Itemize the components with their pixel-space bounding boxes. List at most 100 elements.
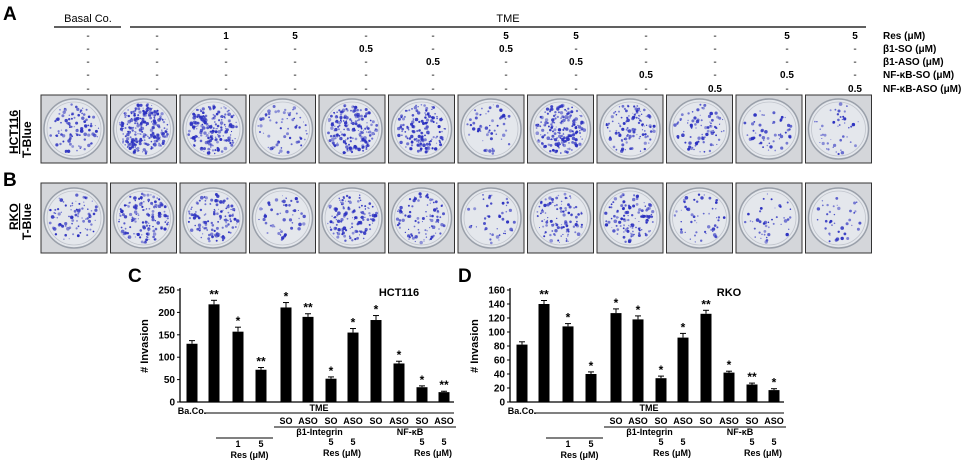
y-tick-label: 140 xyxy=(488,300,505,311)
dish-image xyxy=(110,94,177,164)
bar xyxy=(438,392,450,402)
table-cell: 0.5 xyxy=(708,84,722,95)
bar xyxy=(655,378,667,402)
chart-title: RKO xyxy=(717,287,742,299)
table-cell: - xyxy=(155,84,158,95)
table-cell: - xyxy=(504,84,507,95)
bar xyxy=(255,369,267,402)
table-cell: 0.5 xyxy=(499,44,513,55)
x-label-res-unit: Res (μM) xyxy=(653,448,691,458)
table-cell: - xyxy=(293,70,296,81)
table-cell: - xyxy=(713,44,716,55)
x-label-integrin: β1-Integrin xyxy=(626,427,673,437)
table-cell: 1 xyxy=(223,31,229,42)
y-tick-label: 100 xyxy=(158,353,175,364)
significance-mark: * xyxy=(397,348,402,362)
dish-image xyxy=(179,182,247,254)
table-cell: - xyxy=(293,57,296,68)
table-cell: - xyxy=(574,84,577,95)
table-cell: - xyxy=(86,31,89,42)
table-cell: - xyxy=(155,31,158,42)
table-cell: 5 xyxy=(503,31,509,42)
y-tick-label: 40 xyxy=(494,370,506,381)
table-cell: - xyxy=(853,70,856,81)
significance-mark: * xyxy=(727,358,732,372)
y-tick-label: 0 xyxy=(499,398,505,409)
table-cell: - xyxy=(431,44,434,55)
x-label-res-unit: Res (μM) xyxy=(323,448,361,458)
bar xyxy=(632,319,644,402)
y-tick-label: 150 xyxy=(158,330,175,341)
hct116-row-label: HCT116 T-Blue xyxy=(7,110,34,158)
table-cell: - xyxy=(574,44,577,55)
bar xyxy=(280,307,292,402)
table-cell: - xyxy=(644,44,647,55)
bar xyxy=(416,387,428,402)
x-label-res5: 5 xyxy=(419,437,424,447)
dish-image xyxy=(735,94,803,164)
significance-mark: ** xyxy=(539,288,549,302)
significance-mark: ** xyxy=(747,370,757,384)
table-cell: - xyxy=(713,57,716,68)
dish-image xyxy=(527,182,594,254)
table-cell: - xyxy=(644,84,647,95)
table-cell: - xyxy=(644,31,647,42)
significance-mark: * xyxy=(772,376,777,390)
table-cell: - xyxy=(155,57,158,68)
x-label-so: SO xyxy=(745,416,758,426)
dish-image xyxy=(457,182,525,254)
x-label-res5: 5 xyxy=(680,437,685,447)
bar xyxy=(700,313,712,402)
table-cell: - xyxy=(293,44,296,55)
x-label-res5: 5 xyxy=(328,437,333,447)
table-cell: - xyxy=(155,70,158,81)
rko-label: RKO xyxy=(7,203,21,230)
table-cell: - xyxy=(86,44,89,55)
dish-image xyxy=(457,94,525,164)
dish-image xyxy=(805,182,872,254)
tme-label: TME xyxy=(496,13,519,25)
table-cell: 0.5 xyxy=(848,84,862,95)
dish-image xyxy=(179,94,247,164)
table-cell: - xyxy=(431,70,434,81)
tblue-label-2: T-Blue xyxy=(20,203,34,240)
bar xyxy=(768,390,780,402)
table-cell: - xyxy=(86,57,89,68)
significance-mark: * xyxy=(236,314,241,328)
table-cell: - xyxy=(364,31,367,42)
dish-image xyxy=(110,182,177,254)
x-label-aso: ASO xyxy=(389,416,409,426)
y-tick-label: 20 xyxy=(494,384,506,395)
y-axis-label: # Invasion xyxy=(139,319,151,373)
panel-label-d: D xyxy=(458,266,472,287)
table-cell: - xyxy=(431,84,434,95)
bar xyxy=(516,344,528,402)
significance-mark: * xyxy=(351,316,356,330)
dish-image xyxy=(40,94,108,164)
table-row-label: NF-κB-SO (μM) xyxy=(883,70,954,81)
table-row-label: β1-ASO (μM) xyxy=(883,57,944,68)
y-tick-label: 50 xyxy=(164,375,176,386)
dish-image xyxy=(805,94,872,164)
x-label-so: SO xyxy=(279,416,292,426)
table-row-label: NF-κB-ASO (μM) xyxy=(883,84,961,95)
x-label-res-unit: Res (μM) xyxy=(414,448,452,458)
hct116-label: HCT116 xyxy=(7,110,21,154)
table-cell: - xyxy=(504,57,507,68)
table-cell: 5 xyxy=(573,31,579,42)
hct116-dish-row xyxy=(0,94,976,166)
bar xyxy=(232,331,244,402)
y-tick-label: 120 xyxy=(488,314,505,325)
table-cell: - xyxy=(853,44,856,55)
significance-mark: * xyxy=(614,296,619,310)
dish-image xyxy=(249,182,316,254)
table-cell: - xyxy=(713,31,716,42)
significance-mark: ** xyxy=(209,287,219,301)
x-label-res5: 5 xyxy=(441,437,446,447)
table-cell: 0.5 xyxy=(780,70,794,81)
y-tick-label: 80 xyxy=(494,342,506,353)
dish-image xyxy=(596,94,664,164)
panel-label-c: C xyxy=(128,266,142,287)
dish-image xyxy=(596,182,664,254)
table-cell: - xyxy=(644,57,647,68)
